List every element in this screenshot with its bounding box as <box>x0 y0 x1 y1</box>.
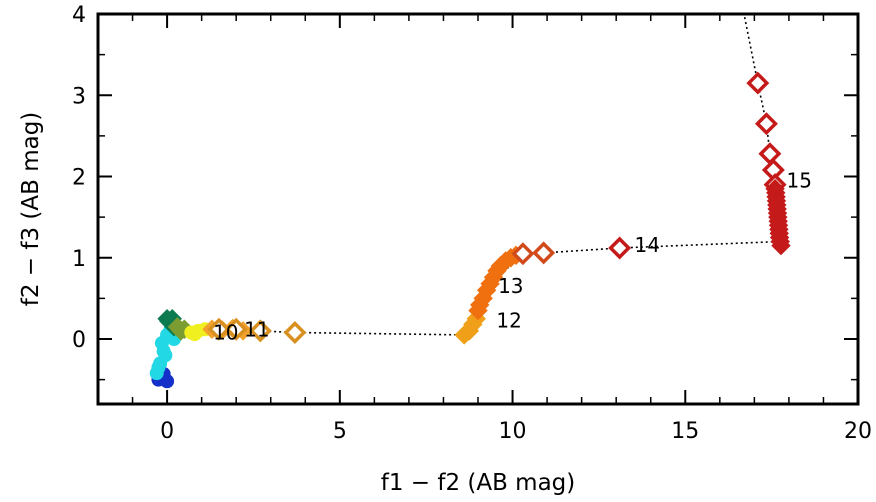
data-markers <box>149 71 791 389</box>
data-point <box>746 71 770 95</box>
x-axis-title: f1 − f2 (AB mag) <box>381 470 576 496</box>
y-tick-label: 0 <box>72 328 86 353</box>
data-point <box>167 317 188 337</box>
x-tick-label: 20 <box>844 419 872 444</box>
y-axis-title: f2 − f3 (AB mag) <box>18 112 44 307</box>
x-tick-label: 10 <box>499 419 527 444</box>
data-point <box>151 360 166 375</box>
point-annotation: 13 <box>498 274 523 298</box>
point-annotation: 14 <box>635 233 660 257</box>
point-annotation: 15 <box>787 169 812 193</box>
y-tick-label: 3 <box>72 84 86 109</box>
plot-frame <box>96 12 860 406</box>
y-tick-label: 1 <box>72 247 86 272</box>
data-point <box>207 317 231 341</box>
data-point <box>158 348 173 363</box>
annotations: 10 11 12 13 14 15 <box>213 169 812 345</box>
data-point <box>608 236 632 260</box>
data-point <box>758 142 782 166</box>
y-tick-label: 4 <box>72 3 86 28</box>
y-tick-label: 2 <box>72 166 86 191</box>
data-point <box>511 242 535 266</box>
data-point <box>248 319 272 343</box>
x-tick-label: 0 <box>160 419 174 444</box>
x-tick-label: 5 <box>333 419 347 444</box>
data-point <box>283 321 307 344</box>
point-annotation: 11 <box>244 317 269 341</box>
data-point <box>224 317 248 341</box>
point-annotation: 10 <box>213 321 238 345</box>
data-point <box>187 327 202 342</box>
data-point <box>532 241 556 265</box>
data-point <box>754 112 778 136</box>
data-point <box>771 235 791 256</box>
point-annotation: 12 <box>496 308 521 332</box>
x-tick-label: 15 <box>671 419 699 444</box>
